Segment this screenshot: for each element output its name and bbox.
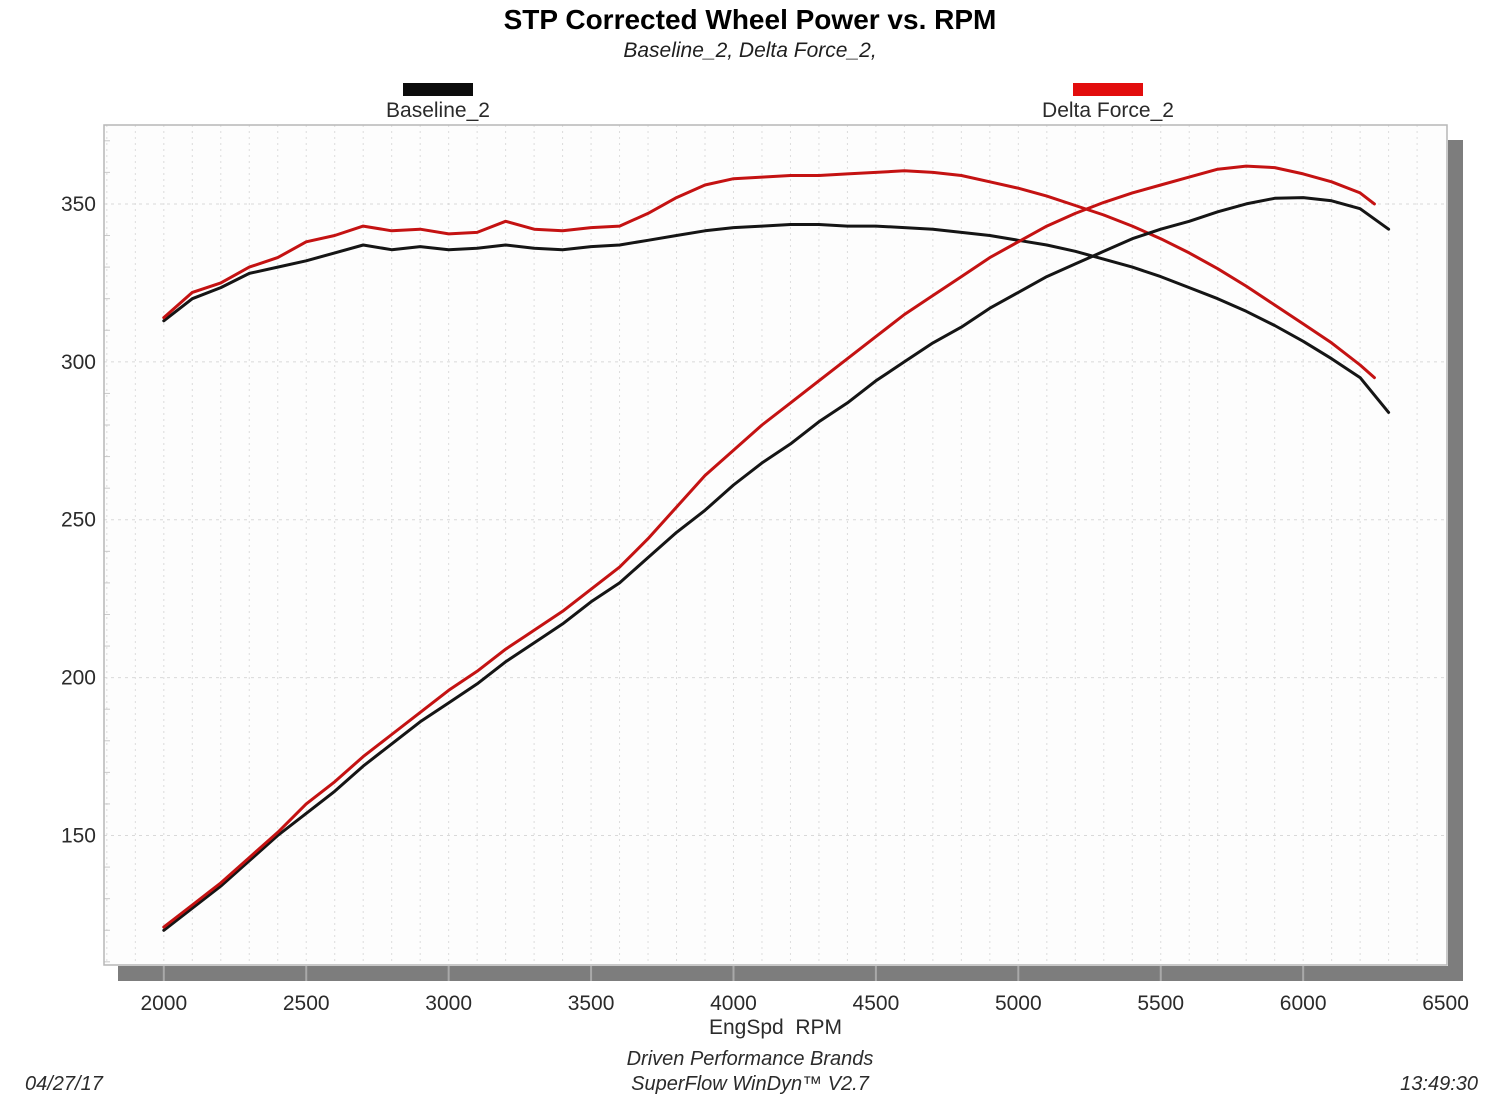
legend-item-baseline: Baseline_2 bbox=[333, 83, 543, 123]
footer-time: 13:49:30 bbox=[1400, 1073, 1478, 1095]
x-tick-label: 4000 bbox=[710, 992, 757, 1015]
x-tick-label: 2000 bbox=[140, 992, 187, 1015]
y-tick-label: 150 bbox=[61, 825, 96, 848]
x-tick-label: 2500 bbox=[283, 992, 330, 1015]
y-tick-label: 200 bbox=[61, 667, 96, 690]
baseline-legend-swatch bbox=[403, 83, 473, 96]
delta-force-legend-label: Delta Force_2 bbox=[1042, 99, 1174, 122]
delta-force-legend-swatch bbox=[1073, 83, 1143, 96]
x-axis-label: EngSpd RPM bbox=[708, 1016, 843, 1039]
legend-item-delta-force: Delta Force_2 bbox=[1003, 83, 1213, 123]
baseline-2-torque-line bbox=[162, 223, 1391, 414]
x-tick-label: 3000 bbox=[425, 992, 472, 1015]
right-shadow-bar bbox=[1448, 140, 1463, 981]
baseline-2-power-line bbox=[162, 196, 1391, 932]
chart-subtitle: Baseline_2, Delta Force_2, bbox=[623, 39, 877, 62]
page-title: STP Corrected Wheel Power vs. RPM bbox=[503, 4, 997, 35]
x-tick-label: 6500 bbox=[1422, 992, 1469, 1015]
delta-force-2-power-line bbox=[162, 164, 1376, 929]
x-tick-label: 4500 bbox=[853, 992, 900, 1015]
y-tick-label: 250 bbox=[61, 509, 96, 532]
footer-software: SuperFlow WinDyn™ V2.7 bbox=[631, 1073, 869, 1095]
footer-brand: Driven Performance Brands bbox=[626, 1048, 874, 1070]
x-tick-label: 5000 bbox=[995, 992, 1042, 1015]
baseline-legend-label: Baseline_2 bbox=[386, 99, 490, 122]
dyno-plot: 2000 2500 3000 3500 4000 4500 5000 5500 6000 6500… bbox=[61, 124, 1469, 1015]
footer-date: 04/27/17 bbox=[25, 1073, 103, 1095]
bottom-shadow-bar bbox=[118, 966, 1448, 981]
plot-border bbox=[103, 124, 1448, 966]
x-tick-label: 6000 bbox=[1280, 992, 1327, 1015]
delta-force-2-torque-line bbox=[162, 169, 1376, 380]
y-tick-label: 350 bbox=[61, 193, 96, 216]
x-tick-label: 3500 bbox=[568, 992, 615, 1015]
y-tick-label: 300 bbox=[61, 351, 96, 374]
x-tick-label: 5500 bbox=[1137, 992, 1184, 1015]
plot-background bbox=[104, 125, 1447, 965]
